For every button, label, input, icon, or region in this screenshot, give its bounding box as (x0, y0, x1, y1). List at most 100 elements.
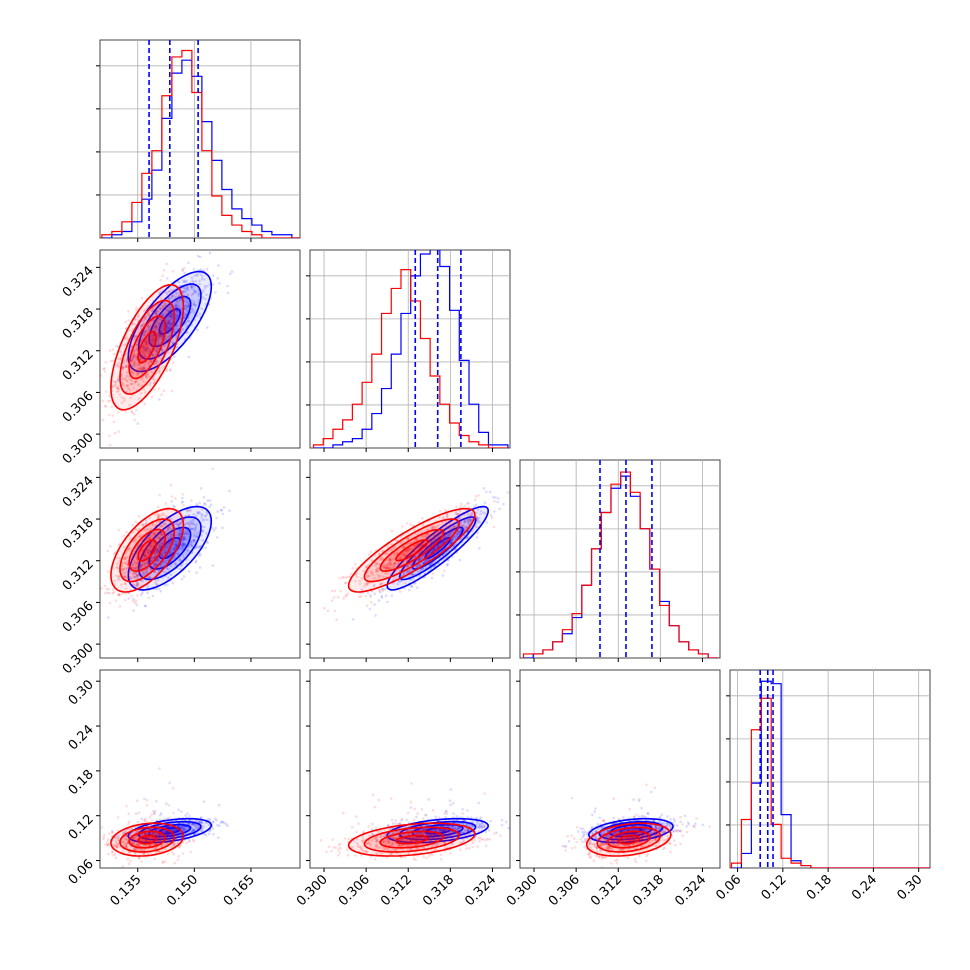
scatter-point (194, 514, 198, 518)
scatter-point (169, 573, 173, 577)
scatter-point (166, 277, 169, 280)
scatter-point (390, 529, 394, 533)
scatter-point (104, 361, 108, 364)
scatter-point (163, 304, 166, 308)
scatter-point (144, 345, 148, 348)
scatter-panel-2-0 (90, 459, 301, 659)
scatter-point (130, 358, 134, 362)
scatter-point (426, 528, 430, 532)
scatter-point (155, 552, 158, 555)
scatter-point (384, 552, 387, 556)
scatter-point (175, 315, 179, 318)
scatter-point (470, 512, 474, 515)
scatter-point (136, 560, 140, 563)
scatter-point (384, 552, 388, 555)
scatter-point (165, 802, 168, 805)
scatter-point (116, 577, 120, 581)
scatter-point (406, 537, 410, 540)
scatter-point (182, 575, 186, 578)
scatter-point (134, 601, 137, 604)
scatter-point (378, 558, 382, 562)
scatter-point (85, 383, 88, 386)
scatter-point (126, 379, 129, 383)
scatter-point (157, 515, 160, 519)
scatter-point (123, 574, 126, 578)
scatter-point (149, 381, 152, 385)
scatter-point (197, 546, 201, 549)
scatter-point (116, 386, 119, 390)
scatter-point (96, 409, 99, 412)
scatter-point (178, 535, 182, 538)
scatter-point (184, 297, 187, 300)
scatter-point (90, 584, 93, 587)
scatter-point (152, 354, 155, 358)
scatter-point (139, 565, 142, 568)
scatter-point (200, 508, 204, 511)
scatter-point (113, 432, 117, 435)
scatter-point (153, 531, 156, 534)
scatter-point (136, 363, 139, 367)
scatter-point (149, 370, 152, 373)
scatter-point (383, 565, 387, 569)
scatter-point (437, 545, 440, 548)
contour-red (110, 283, 185, 411)
scatter-point (194, 546, 197, 550)
scatter-point (184, 814, 187, 817)
scatter-point (201, 529, 205, 533)
scatter-point (125, 567, 128, 571)
scatter-point (484, 490, 488, 494)
scatter-point (134, 361, 137, 365)
scatter-point (152, 339, 155, 342)
scatter-point (180, 825, 183, 829)
scatter-point (146, 571, 149, 574)
scatter-point (156, 513, 160, 517)
scatter-point (120, 568, 124, 571)
scatter-point (159, 543, 162, 547)
scatter-point (148, 536, 151, 539)
scatter-point (401, 546, 405, 549)
scatter-point (165, 547, 168, 551)
scatter-point (155, 819, 159, 822)
scatter-point (150, 342, 154, 345)
scatter-point (454, 534, 458, 538)
scatter-point (439, 542, 443, 545)
scatter-point (118, 605, 122, 608)
scatter-point (168, 319, 171, 322)
scatter-point (130, 370, 134, 374)
scatter-point (171, 340, 174, 343)
scatter-point (135, 812, 138, 815)
contour-red (363, 518, 460, 583)
scatter-point (355, 572, 359, 575)
scatter-point (415, 564, 419, 568)
scatter-point (135, 347, 139, 350)
scatter-point (154, 581, 157, 585)
scatter-point (160, 328, 163, 332)
scatter-point (103, 591, 107, 595)
scatter-point (161, 323, 165, 327)
scatter-point (177, 854, 180, 858)
scatter-point (374, 564, 378, 567)
scatter-point (116, 364, 119, 367)
scatter-point (156, 549, 159, 552)
scatter-point (187, 535, 190, 538)
scatter-point (446, 563, 450, 566)
scatter-point (135, 343, 138, 347)
scatter-point (192, 303, 196, 306)
scatter-point (169, 306, 172, 309)
scatter-point (156, 550, 159, 554)
scatter-point (133, 322, 136, 326)
scatter-point (200, 816, 203, 819)
contour-red (128, 315, 167, 380)
scatter-point (167, 326, 170, 329)
scatter-point (194, 534, 198, 537)
scatter-point (161, 274, 164, 278)
scatter-point (129, 350, 132, 353)
scatter-point (160, 553, 164, 557)
scatter-point (168, 306, 172, 310)
scatter-point (208, 499, 212, 502)
scatter-point (380, 557, 383, 561)
panel-frame (729, 669, 931, 869)
scatter-point (127, 387, 130, 390)
scatter-point (133, 349, 137, 352)
scatter-point (202, 800, 206, 803)
